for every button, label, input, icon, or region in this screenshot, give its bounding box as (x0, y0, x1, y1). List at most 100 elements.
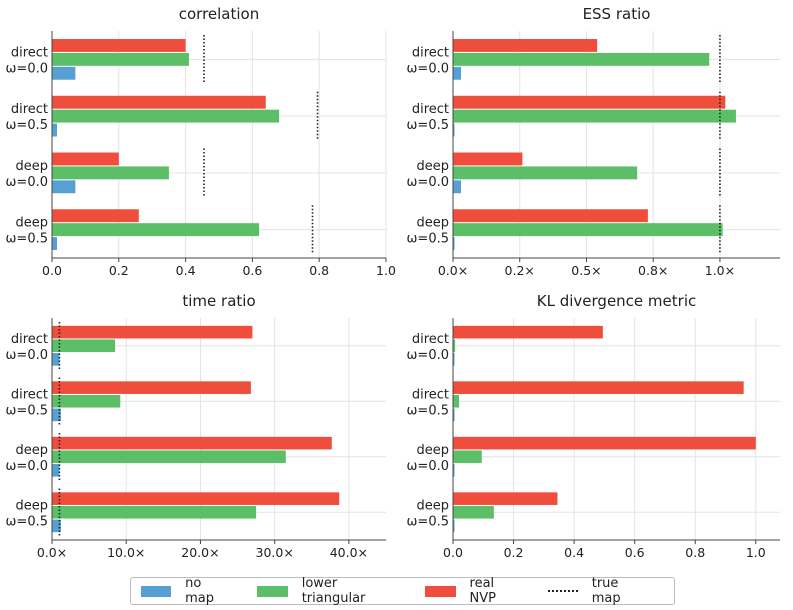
category-label: deep (417, 443, 450, 458)
bar-no-map (453, 353, 455, 366)
category-label: deep (16, 159, 49, 174)
x-tick-label: 30.0× (256, 545, 294, 560)
x-tick-label: 0.8 (309, 263, 329, 278)
bar-real-nvp (52, 325, 253, 339)
chart-title: ESS ratio (583, 5, 651, 23)
bar-no-map (453, 180, 462, 194)
x-tick-label: 0.0× (438, 263, 468, 278)
category-label: ω=0.5 (407, 514, 449, 529)
chart-panel-3: directω=0.0directω=0.5deepω=0.0deepω=0.5… (6, 292, 386, 560)
x-tick-label: 40.0× (330, 545, 368, 560)
x-tick-label: 0.6 (625, 545, 645, 560)
bar-lower-triangular (453, 450, 482, 464)
category-label: direct (412, 45, 449, 60)
x-tick-label: 0.5× (571, 263, 601, 278)
category-label: ω=0.0 (6, 61, 48, 76)
bar-no-map (52, 464, 60, 477)
category-label: direct (412, 387, 449, 402)
bar-lower-triangular (52, 223, 260, 237)
x-tick-label: 0.4 (176, 263, 196, 278)
bar-lower-triangular (453, 339, 456, 353)
x-tick-label: 0.0 (42, 263, 62, 278)
bar-real-nvp (453, 39, 598, 52)
legend-swatch-lower-triangular (257, 585, 288, 597)
category-label: deep (16, 498, 49, 513)
x-tick-label: 0.2 (109, 263, 129, 278)
bar-real-nvp (52, 209, 139, 223)
category-label: direct (412, 332, 449, 347)
bar-real-nvp (453, 492, 558, 505)
category-label: ω=0.5 (407, 403, 449, 418)
legend-label: no map (185, 576, 215, 606)
bar-real-nvp (52, 436, 332, 450)
bar-lower-triangular (453, 223, 723, 237)
bar-no-map (52, 237, 58, 250)
bar-real-nvp (52, 39, 186, 52)
x-tick-label: 20.0× (181, 545, 219, 560)
bar-no-map (52, 123, 58, 137)
category-label: ω=0.0 (407, 61, 449, 76)
legend-line-true-map (547, 590, 578, 592)
bar-lower-triangular (453, 52, 710, 66)
x-tick-label: 0.2 (504, 545, 524, 560)
legend-item-real-nvp: real NVP (425, 576, 521, 606)
category-label: ω=0.5 (407, 118, 449, 133)
category-label: ω=0.0 (407, 348, 449, 363)
x-tick-label: 1.0 (376, 263, 396, 278)
bar-real-nvp (453, 436, 756, 450)
bar-real-nvp (52, 381, 251, 394)
bar-no-map (453, 66, 462, 80)
category-label: deep (16, 216, 49, 231)
bar-no-map (52, 353, 60, 366)
bar-no-map (453, 123, 455, 137)
bar-real-nvp (52, 95, 266, 109)
category-label: ω=0.0 (6, 459, 48, 474)
chart-panel-4: directω=0.0directω=0.5deepω=0.0deepω=0.5… (407, 292, 780, 560)
bar-no-map (453, 464, 455, 477)
chart-title: time ratio (182, 292, 255, 310)
bar-lower-triangular (52, 52, 189, 66)
bar-real-nvp (453, 325, 603, 339)
legend-label: real NVP (469, 576, 496, 606)
bar-no-map (52, 519, 61, 533)
chart-panel-1: directω=0.0directω=0.5deepω=0.0deepω=0.5… (6, 5, 396, 278)
category-label: direct (11, 45, 48, 60)
bar-lower-triangular (52, 109, 280, 123)
bar-lower-triangular (52, 505, 257, 519)
category-label: ω=0.5 (6, 232, 48, 247)
bar-lower-triangular (453, 166, 638, 180)
x-tick-label: 0.4 (564, 545, 584, 560)
legend: no map lower triangular real NVP true ma… (130, 576, 675, 606)
bar-no-map (52, 408, 61, 422)
bar-lower-triangular (453, 109, 736, 123)
x-tick-label: 0.8× (638, 263, 668, 278)
category-label: ω=0.5 (6, 118, 48, 133)
chart-title: KL divergence metric (537, 292, 696, 310)
category-label: ω=0.0 (407, 175, 449, 190)
category-label: ω=0.0 (6, 348, 48, 363)
bar-no-map (453, 519, 455, 533)
category-label: direct (11, 102, 48, 117)
bar-no-map (52, 66, 76, 80)
category-label: ω=0.5 (407, 232, 449, 247)
x-tick-label: 10.0× (107, 545, 145, 560)
bar-real-nvp (453, 209, 648, 223)
x-tick-label: 1.0× (705, 263, 735, 278)
bar-real-nvp (453, 95, 726, 109)
category-label: deep (417, 498, 450, 513)
x-tick-label: 1.0 (746, 545, 766, 560)
category-label: direct (11, 332, 48, 347)
category-label: ω=0.0 (407, 459, 449, 474)
x-tick-label: 0.6 (242, 263, 262, 278)
category-label: deep (417, 216, 450, 231)
chart-title: correlation (179, 5, 260, 23)
legend-label: lower triangular (301, 576, 366, 606)
legend-swatch-no-map (141, 585, 172, 597)
x-tick-label: 0.8 (685, 545, 705, 560)
bar-real-nvp (52, 492, 340, 505)
x-tick-label: 0.0× (37, 545, 67, 560)
category-label: deep (417, 159, 450, 174)
bar-lower-triangular (52, 339, 116, 353)
category-label: deep (16, 443, 49, 458)
category-label: ω=0.5 (6, 514, 48, 529)
